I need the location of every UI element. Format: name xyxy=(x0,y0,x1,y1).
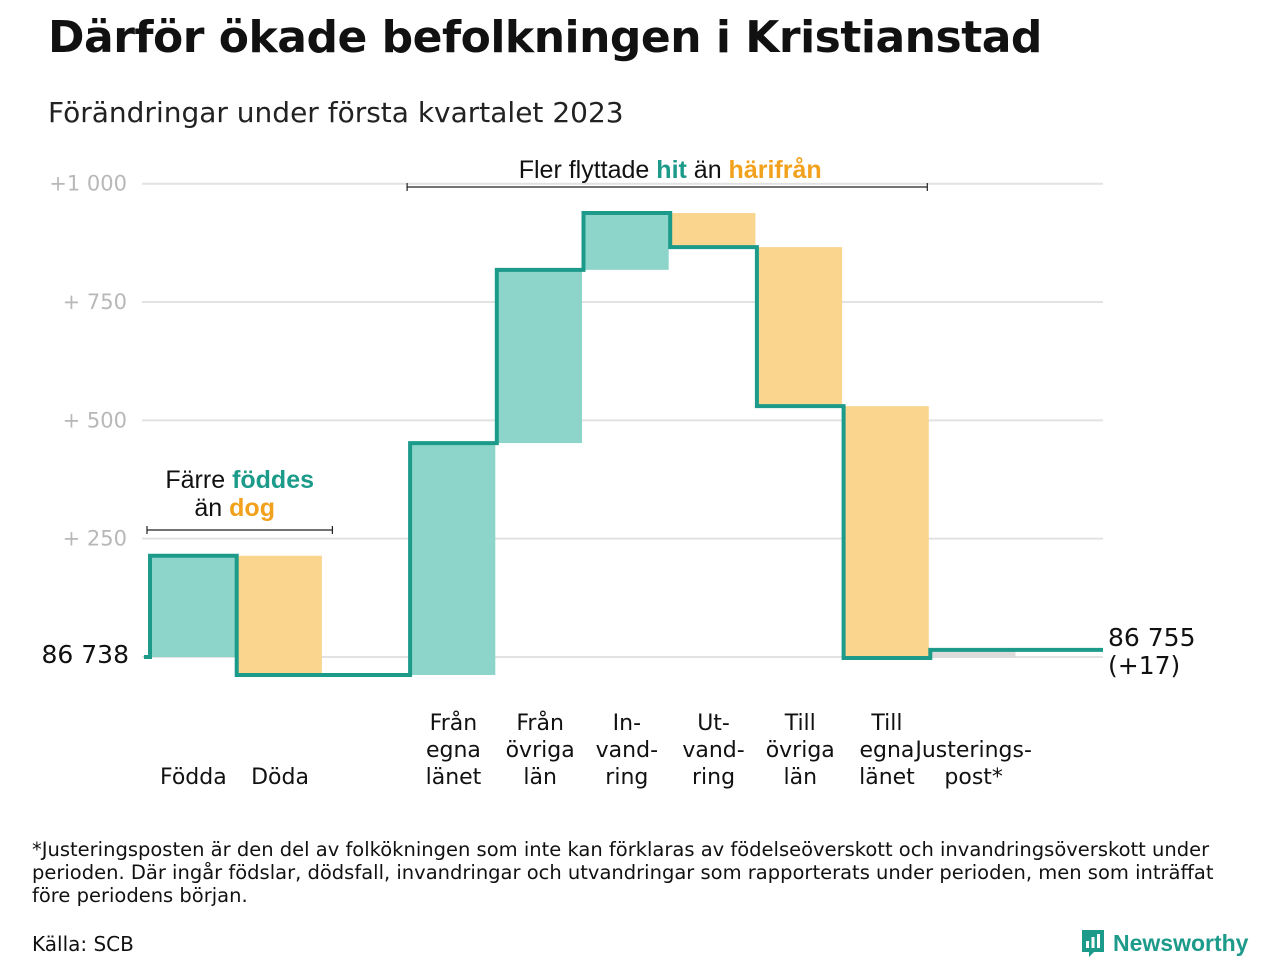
x-axis-label: ring xyxy=(692,765,735,790)
x-axis-label: Ut- xyxy=(697,711,730,736)
x-axis-label: post* xyxy=(944,765,1003,790)
chart-title: Därför ökade befolkningen i Kristianstad xyxy=(48,12,1042,63)
bar xyxy=(151,555,236,657)
source-label: Källa: SCB xyxy=(32,932,134,956)
annotation-text-part: Fler flyttade xyxy=(519,156,657,184)
newsworthy-icon xyxy=(1082,930,1104,957)
bar xyxy=(411,443,496,675)
x-axis-label: övriga xyxy=(506,738,575,763)
x-axis-label: vand- xyxy=(596,738,658,763)
x-axis-label: Justerings- xyxy=(913,738,1032,763)
bar xyxy=(845,406,929,658)
x-axis-label: Till xyxy=(784,711,816,736)
x-axis-label: egna xyxy=(426,738,481,763)
x-axis-label: egna xyxy=(859,738,914,763)
x-axis-label: Döda xyxy=(251,765,309,790)
annotation-text-part: hit xyxy=(656,156,687,184)
cumulative-step-line xyxy=(144,211,1103,677)
x-axis-label: länet xyxy=(859,765,915,790)
x-axis-label: övriga xyxy=(766,738,835,763)
x-axis-label: Från xyxy=(516,710,564,736)
annotation-text: Fler flyttade hit än härifrån xyxy=(519,156,822,184)
x-axis-label: länet xyxy=(426,765,482,790)
annotation-text-part: än xyxy=(687,156,729,184)
bar xyxy=(238,555,322,675)
x-axis-label: län xyxy=(783,765,817,790)
x-axis-label: län xyxy=(523,765,557,790)
bar xyxy=(498,269,582,444)
end-value-label: 86 755 xyxy=(1108,623,1195,652)
footnote: *Justeringsposten är den del av folkökni… xyxy=(32,838,1214,907)
x-axis-label: ring xyxy=(605,765,648,790)
brand-logo: Newsworthy xyxy=(1080,928,1248,958)
annotation-text-part: Färre xyxy=(165,466,232,494)
bar xyxy=(671,213,756,248)
bar xyxy=(758,247,843,407)
bar xyxy=(931,649,1016,658)
brand-name: Newsworthy xyxy=(1113,929,1249,956)
y-tick-label: +1 000 xyxy=(49,172,127,196)
y-tick-label: + 250 xyxy=(63,527,127,551)
annotation-text: Färre föddes xyxy=(165,466,314,494)
x-axis-label: vand- xyxy=(682,738,744,763)
annotation-text-part: föddes xyxy=(232,466,314,494)
y-tick-label: + 750 xyxy=(63,290,127,314)
annotation-text-part: dog xyxy=(229,494,275,522)
x-axis-label: Till xyxy=(870,711,902,736)
bar xyxy=(585,213,669,270)
annotation-text: än dog xyxy=(194,494,275,522)
chart-subtitle: Förändringar under första kvartalet 2023 xyxy=(48,96,624,129)
x-axis-label: In- xyxy=(613,711,641,736)
x-axis-label: Födda xyxy=(160,765,227,790)
annotation-text-part: än xyxy=(194,494,229,522)
start-value-label: 86 738 xyxy=(42,640,129,669)
x-axis-label: Från xyxy=(430,710,478,736)
y-tick-label: + 500 xyxy=(63,408,127,432)
annotation-text-part: härifrån xyxy=(729,156,822,184)
end-change-label: (+17) xyxy=(1108,651,1180,680)
